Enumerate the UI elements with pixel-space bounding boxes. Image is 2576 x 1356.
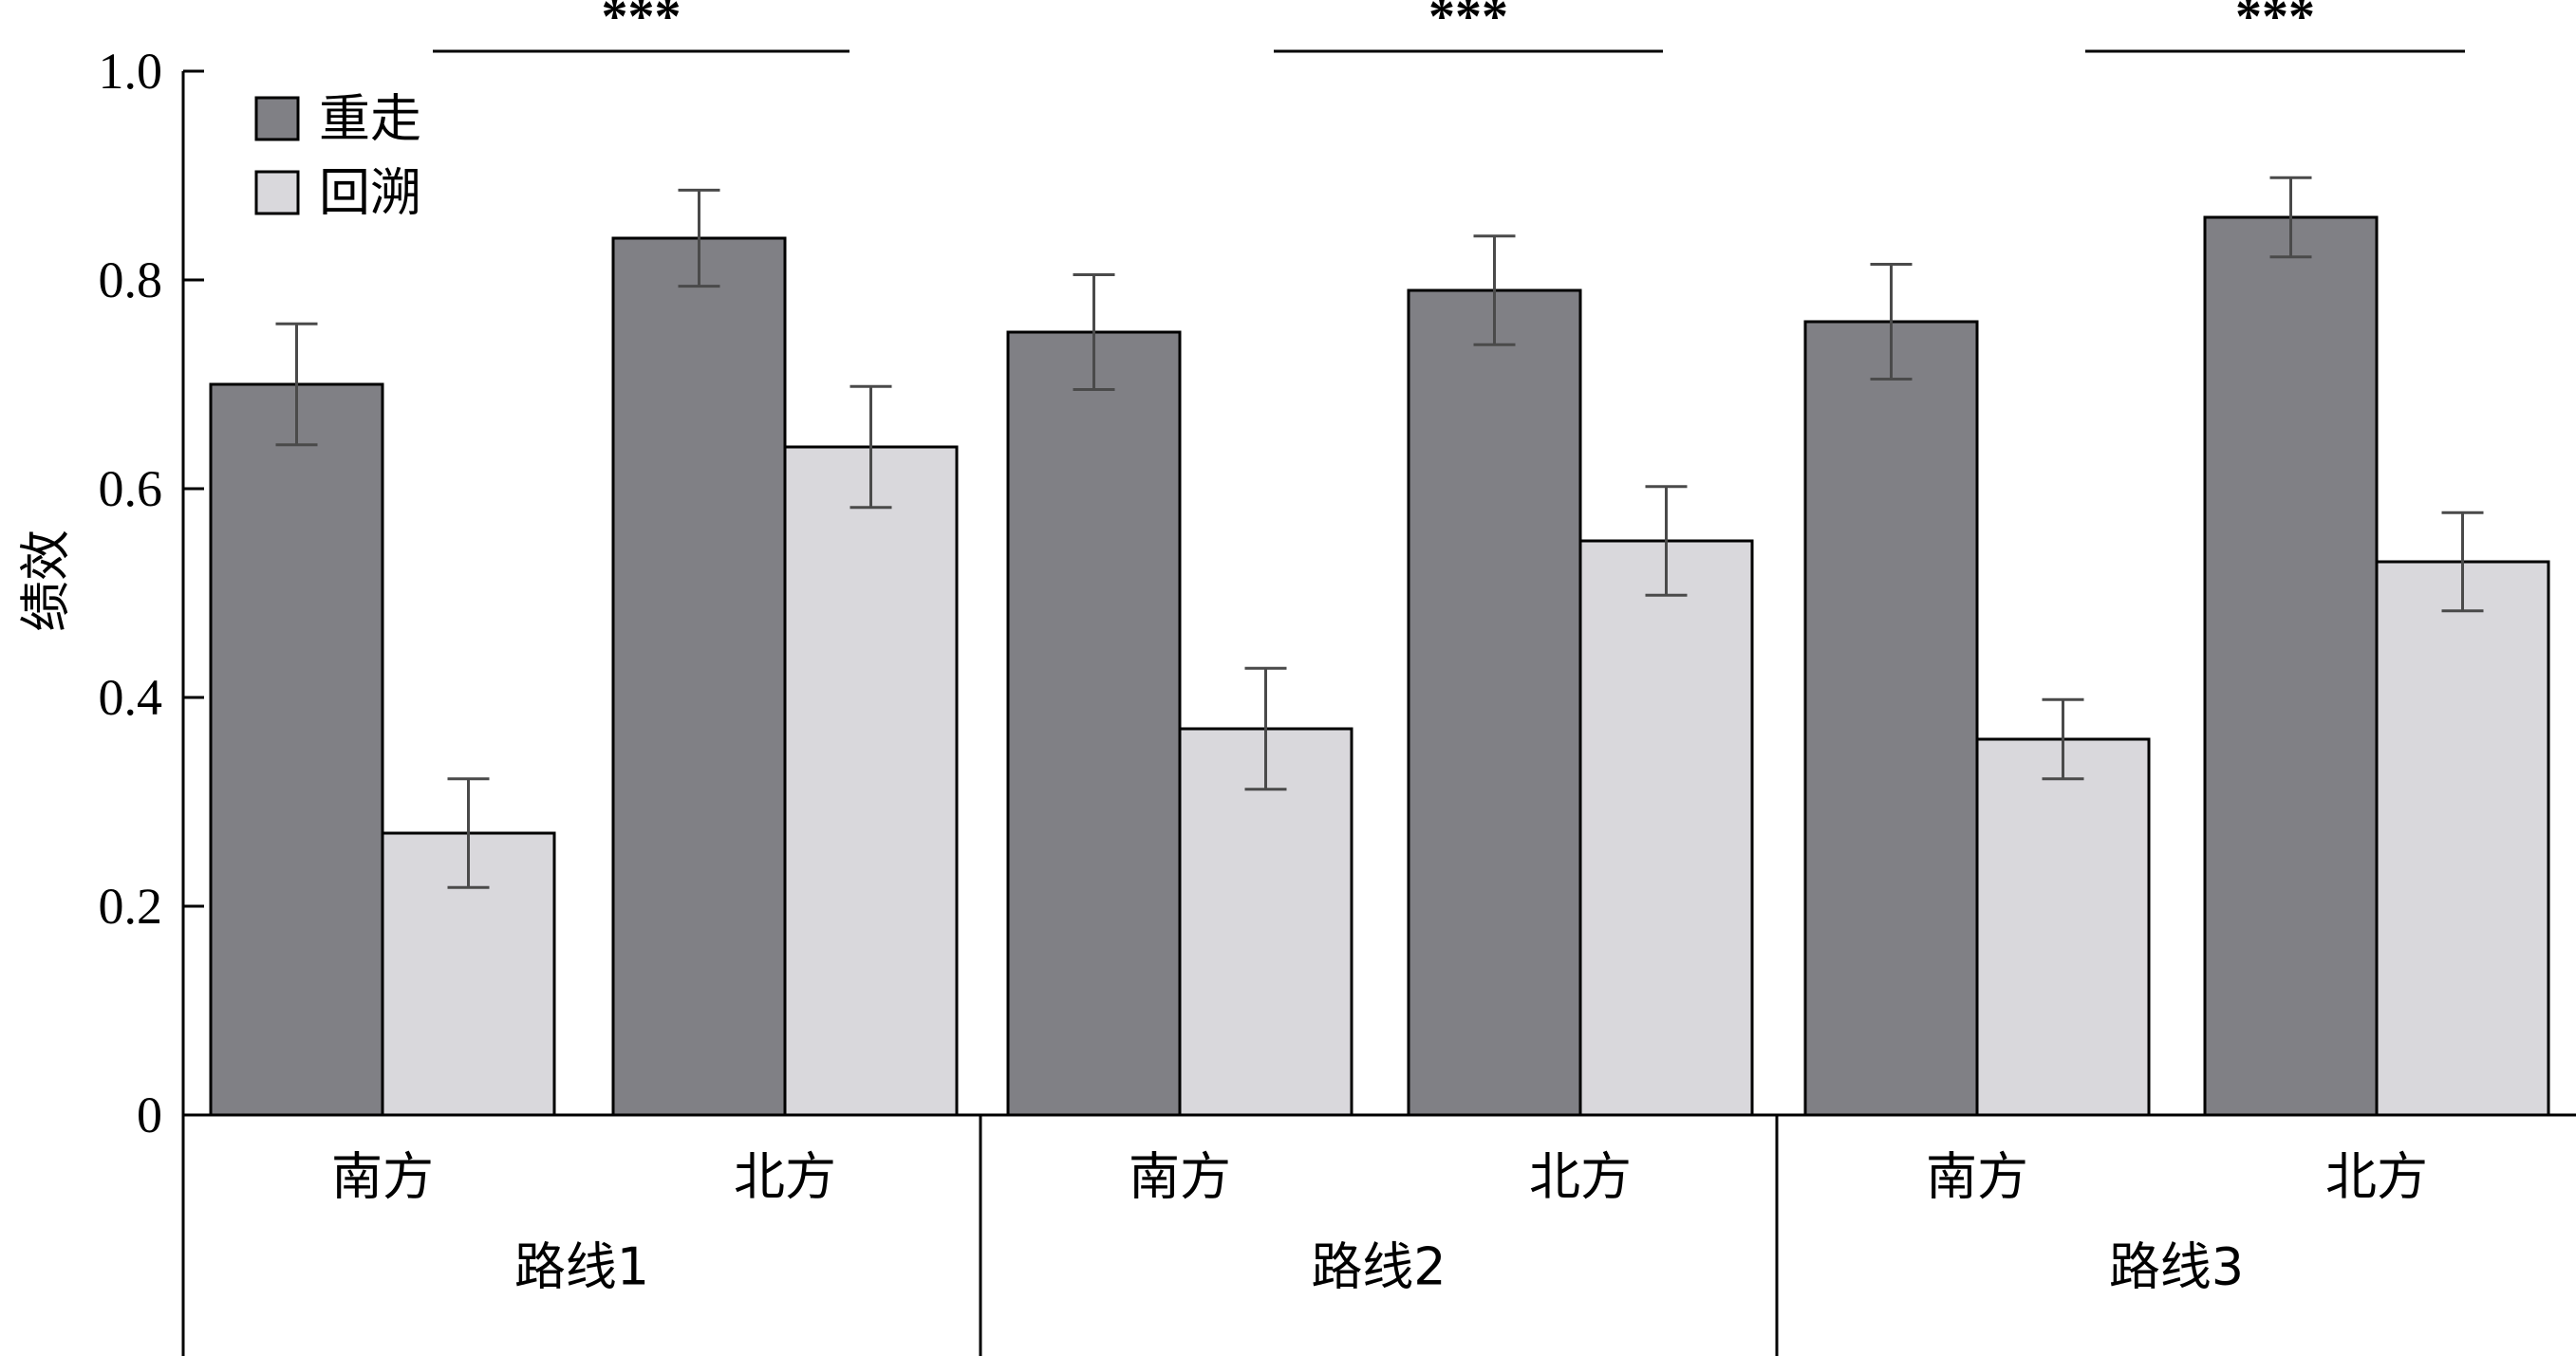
- legend-label: 回溯: [319, 163, 421, 223]
- y-tick-label: 1.0: [99, 43, 163, 100]
- bar-回溯-2: [1178, 727, 1353, 1117]
- bar-回溯-5: [2375, 560, 2550, 1117]
- error-bar: [2441, 511, 2484, 613]
- category-label: 北方: [2325, 1147, 2428, 1207]
- category-label: 北方: [734, 1147, 836, 1207]
- error-bar: [275, 322, 318, 447]
- significance-markers: *** *** ***: [433, 0, 2465, 53]
- legend-label: 重走: [319, 89, 421, 149]
- bar-回溯-4: [1975, 737, 2151, 1117]
- error-bar: [2042, 697, 2084, 781]
- significance-label: ***: [2235, 0, 2315, 46]
- error-bar: [849, 384, 892, 510]
- error-bar: [1645, 485, 1688, 597]
- category-label: 北方: [1529, 1147, 1632, 1207]
- category-label: 南方: [1129, 1147, 1231, 1207]
- error-bar: [1473, 234, 1516, 346]
- y-tick-label: 0.8: [99, 251, 163, 308]
- bar-重走-1: [611, 236, 787, 1117]
- y-tick-label: 0: [137, 1087, 162, 1143]
- category-label: 南方: [331, 1147, 434, 1207]
- bar-重走-0: [209, 382, 384, 1117]
- category-label: 南方: [1926, 1147, 2028, 1207]
- significance-label: ***: [602, 0, 681, 46]
- error-bar: [1073, 273, 1115, 391]
- bar-回溯-3: [1578, 539, 1754, 1117]
- y-axis-label: 绩效: [16, 529, 76, 632]
- error-bar: [447, 777, 490, 889]
- bar-重走-3: [1407, 288, 1582, 1117]
- legend-swatch: [254, 170, 300, 215]
- significance-label: ***: [1428, 0, 1508, 46]
- y-tick-label: 0.4: [99, 669, 163, 726]
- error-bars: [275, 176, 2484, 889]
- error-bar: [1870, 263, 1913, 381]
- error-bar: [1244, 666, 1287, 791]
- y-tick-label: 0.6: [99, 460, 163, 517]
- bars: [209, 215, 2550, 1117]
- y-tick-label: 0.2: [99, 878, 163, 935]
- group-label: 路线3: [2109, 1237, 2244, 1297]
- legend-swatch: [254, 96, 300, 141]
- bar-回溯-1: [783, 445, 959, 1117]
- group-label: 路线1: [514, 1237, 649, 1297]
- bar-重走-4: [1803, 320, 1979, 1117]
- error-bar: [678, 188, 720, 288]
- error-bar: [2269, 176, 2312, 259]
- group-label: 路线2: [1311, 1237, 1446, 1297]
- axes: 0 0.2 0.4 0.6 0.8 1.0: [99, 43, 204, 1143]
- bar-重走-2: [1006, 330, 1182, 1117]
- bar-重走-5: [2203, 215, 2379, 1117]
